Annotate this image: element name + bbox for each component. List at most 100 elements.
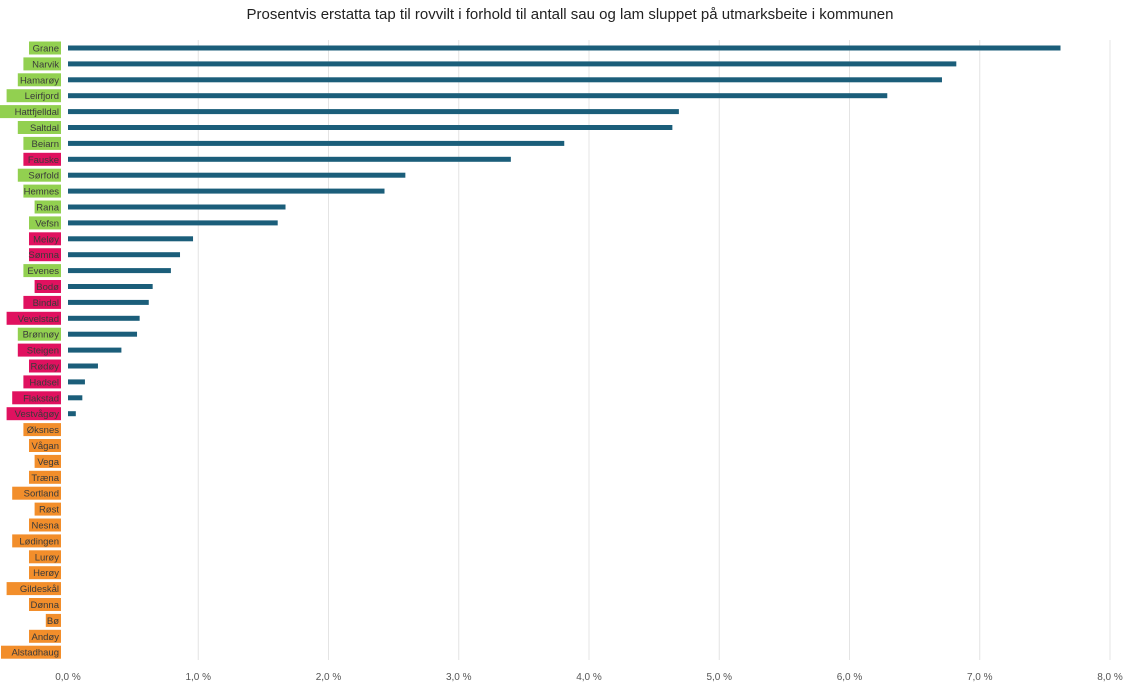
x-tick-label: 0,0 % (55, 672, 81, 682)
category-label: Gildeskål (20, 584, 59, 595)
category-label: Hattfjelldal (15, 107, 59, 118)
bar (68, 140, 565, 146)
bar (68, 347, 122, 353)
category-label-box (29, 248, 61, 262)
x-tick-label: 4,0 % (576, 672, 602, 682)
x-axis-ticks: 0,0 % 1,0 % 2,0 % 3,0 % 4,0 % 5,0 % 6,0 % 7,0 %… (55, 672, 1123, 682)
bar (68, 363, 98, 369)
bar (68, 252, 181, 258)
category-label-box (29, 439, 61, 452)
chart-title: Prosentvis erstatta tap til rovvilt i fo… (246, 6, 894, 23)
x-tick-label: 8,0 % (1097, 672, 1123, 682)
category-label: Dønna (30, 600, 59, 611)
category-label: Bindal (33, 298, 59, 309)
category-label-box (17, 121, 61, 134)
category-label-box (29, 359, 61, 373)
category-label-box (29, 232, 61, 246)
category-label: Brønnøy (23, 330, 60, 341)
category-label: Narvik (32, 59, 59, 70)
category-label-box (23, 57, 61, 71)
category-label: Steigen (27, 346, 59, 357)
category-label-box (23, 152, 61, 166)
x-tick-label: 6,0 % (837, 672, 863, 682)
x-tick-label: 1,0 % (185, 672, 211, 682)
category-label: Vevelstad (18, 314, 59, 325)
category-label-box (29, 566, 61, 580)
category-label: Sørfold (28, 171, 59, 182)
category-label: Alstadhaug (11, 648, 59, 659)
bar (68, 268, 171, 274)
category-label: Vega (37, 457, 59, 468)
category-label: Vågan (32, 441, 59, 452)
bar (68, 156, 511, 162)
category-label: Evenes (27, 266, 59, 277)
bar (68, 93, 888, 99)
category-label-box (17, 168, 61, 182)
category-label-box (23, 136, 61, 150)
category-label-box (17, 343, 61, 357)
category-label-box (1, 645, 61, 659)
bar (68, 395, 83, 401)
category-label-box (12, 534, 61, 548)
category-label-box (29, 470, 61, 484)
bar (68, 220, 278, 226)
category-label: Meløy (33, 234, 59, 245)
category-label-box (34, 454, 61, 468)
category-label-box (23, 264, 61, 278)
category-label: Bodø (36, 282, 59, 293)
bar (68, 411, 76, 417)
category-label-box (34, 502, 61, 516)
category-label: Hamarøy (20, 75, 59, 86)
bar (68, 125, 673, 130)
bar (68, 379, 85, 385)
category-label: Lurøy (35, 552, 60, 563)
category-label-box (29, 41, 61, 55)
category-label-box (34, 200, 61, 214)
category-label: Øksnes (27, 425, 59, 436)
bar (68, 315, 140, 321)
category-label: Beiarn (32, 139, 59, 150)
category-label: Fauske (28, 155, 59, 166)
category-label: Saltdal (30, 123, 59, 134)
category-label: Grane (33, 44, 59, 55)
category-label-box (12, 486, 61, 500)
category-label-box (29, 598, 61, 611)
category-label: Herøy (33, 568, 59, 579)
category-label-box (6, 89, 62, 103)
category-label-box (23, 184, 61, 198)
category-label: Rana (36, 203, 59, 214)
category-label: Sømna (28, 250, 59, 261)
category-label-box (23, 295, 61, 309)
bar (68, 236, 194, 242)
category-label: Lødingen (19, 536, 59, 547)
category-label-box (6, 582, 62, 596)
x-tick-label: 2,0 % (316, 672, 342, 682)
category-label-box (12, 391, 61, 405)
x-tick-label: 3,0 % (446, 672, 472, 682)
x-tick-label: 5,0 % (706, 672, 732, 682)
category-label: Vestvågøy (15, 409, 60, 420)
category-label-box (29, 629, 61, 643)
category-label: Vefsn (35, 218, 59, 229)
bar (68, 284, 153, 289)
category-labels: Grane Narvik Hamarøy Leirfjord Hattfjelldal S… (0, 41, 62, 659)
category-label: Træna (31, 473, 59, 484)
category-label: Nesna (32, 521, 60, 532)
bar (68, 331, 138, 337)
bar (68, 61, 957, 67)
category-label: Leirfjord (25, 91, 59, 102)
category-label-box (45, 613, 61, 627)
category-label-box (23, 375, 61, 389)
bar (68, 77, 942, 83)
category-label: Flakstad (23, 393, 59, 404)
category-label-box (29, 518, 61, 532)
gridlines (197, 40, 1111, 660)
category-label: Rødøy (31, 362, 60, 373)
category-label-box (34, 280, 61, 293)
category-label: Andøy (32, 632, 60, 643)
bars (68, 45, 1061, 417)
category-label-box (23, 423, 61, 437)
bar (68, 204, 286, 210)
bar (68, 109, 679, 115)
